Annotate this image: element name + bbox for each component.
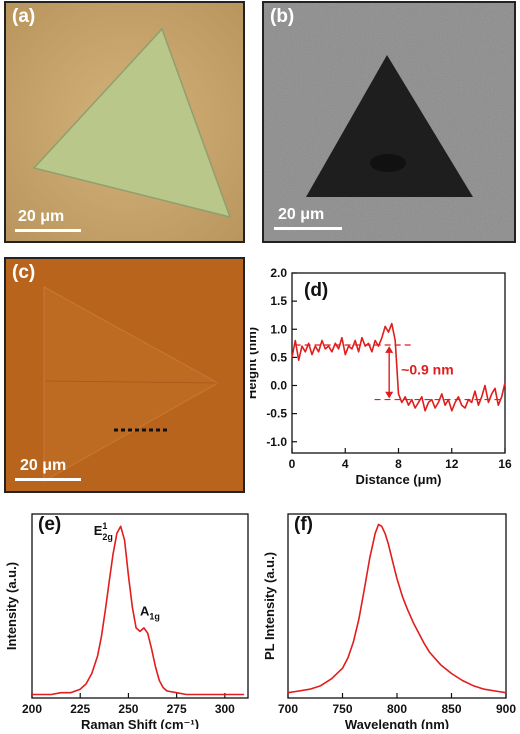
raman-chart: 200 225 250 275 300 Raman Shift (cm⁻¹) Intensi…: [4, 513, 249, 732]
panel-d-height-profile: 0 4 8 12 16 -1.0 -0.5 0.0 0.5 1.0 1.5 2.0 Distance (…: [244, 258, 520, 490]
x-tick-label: 250: [118, 702, 138, 716]
panel-label-a: (a): [12, 6, 36, 27]
x-tick-label: 800: [387, 702, 407, 716]
panel-b-sem-image: (b) 20 μm: [262, 1, 516, 243]
panel-label-d: (d): [304, 280, 329, 301]
data-series-line: [287, 523, 507, 694]
y-tick-label: -0.5: [266, 407, 287, 421]
x-tick-label: 0: [289, 457, 296, 471]
x-axis-label: Wavelength (nm): [345, 717, 449, 729]
plot-frame: [287, 513, 507, 699]
arrow-head-up: [385, 346, 394, 353]
scale-bar-c: [15, 478, 81, 481]
x-tick-label: 900: [496, 702, 516, 716]
scale-bar-label-c: 20 μm: [20, 457, 67, 474]
afm-triangle-flake: [6, 259, 243, 491]
x-axis-label: Raman Shift (cm⁻¹): [81, 717, 199, 729]
y-axis-label: Intensity (a.u.): [4, 562, 19, 650]
y-tick-label: 1.0: [270, 322, 287, 336]
step-height-annotation: ~0.9 nm: [401, 361, 454, 377]
arrow-head-down: [385, 391, 394, 399]
sem-triangle-flake: [264, 3, 514, 241]
optical-triangle-flake: [6, 3, 243, 241]
panel-label-b: (b): [270, 6, 295, 27]
data-series-line: [291, 322, 506, 412]
x-tick-label: 750: [332, 702, 352, 716]
x-tick-label: 12: [445, 457, 459, 471]
x-tick-label: 225: [70, 702, 90, 716]
y-axis-label: PL Intensity (a.u.): [262, 552, 277, 660]
pl-chart: 700 750 800 850 900 Wavelength (nm) PL Intensi…: [262, 513, 516, 732]
y-tick-label: 2.0: [270, 266, 287, 280]
scale-bar-a: [15, 229, 81, 232]
height-profile-chart: 0 4 8 12 16 -1.0 -0.5 0.0 0.5 1.0 1.5 2.0 Distance (…: [244, 266, 512, 487]
y-tick-label: 0.5: [270, 350, 287, 364]
panel-c-afm-image: (c) 20 μm: [4, 257, 245, 493]
x-tick-label: 275: [167, 702, 187, 716]
y-tick-label: -1.0: [266, 435, 287, 449]
x-tick-label: 200: [22, 702, 42, 716]
y-axis-label: Height (nm): [250, 327, 259, 399]
x-tick-label: 16: [498, 457, 512, 471]
x-tick-label: 300: [215, 702, 235, 716]
panel-f-pl-spectrum: 700 750 800 850 900 Wavelength (nm) PL Intensi…: [262, 500, 520, 732]
peak-label-a1g: A1g: [140, 604, 160, 622]
y-tick-label: 1.5: [270, 294, 287, 308]
panel-label-e: (e): [38, 514, 62, 535]
x-tick-label: 850: [441, 702, 461, 716]
panel-label-c: (c): [12, 262, 36, 283]
scale-bar-label-a: 20 μm: [18, 208, 65, 225]
panel-e-raman-spectrum: 200 225 250 275 300 Raman Shift (cm⁻¹) Intensi…: [0, 500, 260, 732]
x-tick-label: 700: [278, 702, 298, 716]
x-axis-label: Distance (μm): [356, 472, 442, 487]
scale-bar-label-b: 20 μm: [278, 206, 325, 223]
panel-label-f: (f): [294, 514, 313, 535]
y-tick-label: 0.0: [270, 379, 287, 393]
x-tick-label: 4: [342, 457, 349, 471]
plot-frame: [31, 513, 249, 699]
peak-label-e2g: E1 2g: [94, 521, 113, 542]
scale-bar-b: [274, 227, 342, 230]
data-series-line: [32, 525, 245, 696]
panel-a-optical-image: (a) 20 μm: [4, 1, 245, 243]
x-tick-label: 8: [395, 457, 402, 471]
